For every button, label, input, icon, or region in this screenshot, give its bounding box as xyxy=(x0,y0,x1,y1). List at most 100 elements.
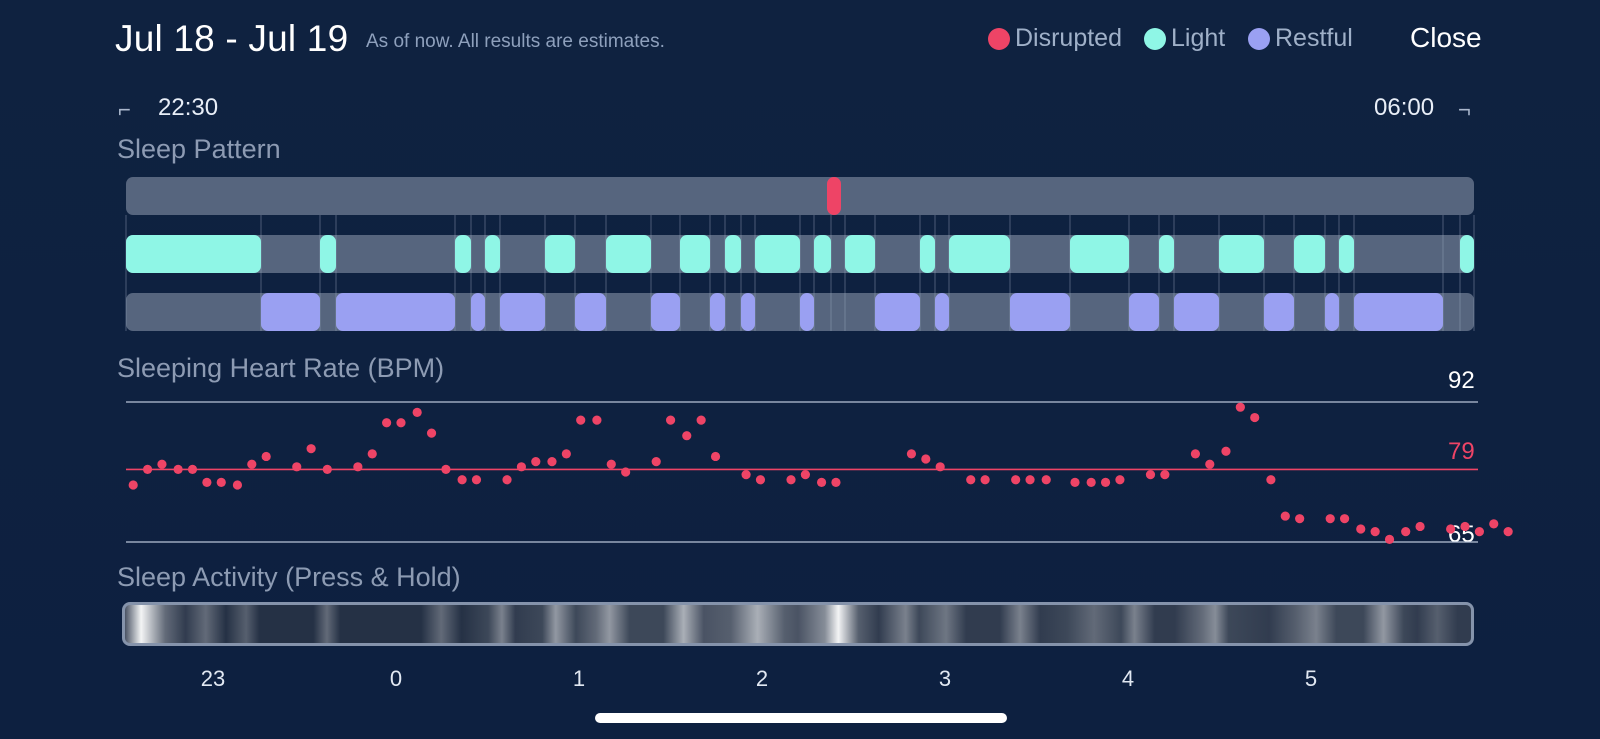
restful-segment xyxy=(650,293,680,331)
heart-rate-point xyxy=(1325,514,1335,524)
heart-rate-point xyxy=(516,462,527,472)
heart-rate-point xyxy=(502,475,512,485)
sleep-activity-bar[interactable] xyxy=(122,602,1474,646)
restful-segment xyxy=(934,293,950,331)
heart-rate-point xyxy=(353,462,363,472)
light-segment xyxy=(679,235,711,273)
heart-rate-point xyxy=(935,462,945,472)
home-indicator[interactable] xyxy=(595,713,1007,723)
heart-rate-point xyxy=(157,459,167,469)
heart-rate-point xyxy=(831,477,841,487)
light-segment xyxy=(454,235,472,273)
heart-rate-point xyxy=(1041,475,1051,485)
heart-rate-point xyxy=(1221,446,1231,456)
light-segment xyxy=(544,235,576,273)
restful-segment xyxy=(1010,293,1070,331)
restful-dot-icon xyxy=(1248,27,1270,50)
heart-rate-point xyxy=(412,407,422,417)
light-segment xyxy=(1459,235,1474,273)
heart-rate-point xyxy=(1160,469,1170,480)
legend-label: Restful xyxy=(1275,24,1353,52)
light-segment xyxy=(1339,235,1354,273)
heart-rate-point xyxy=(367,449,377,459)
legend-label: Disrupted xyxy=(1015,24,1122,52)
heart-rate-title: Sleeping Heart Rate (BPM) xyxy=(117,353,445,383)
heart-rate-point xyxy=(1356,524,1366,534)
light-segment xyxy=(949,235,1011,273)
light-segment xyxy=(814,235,831,273)
heart-rate-point xyxy=(1235,402,1245,412)
heart-rate-point xyxy=(786,475,796,485)
heart-rate-point xyxy=(1503,527,1513,537)
heart-rate-point xyxy=(665,415,676,425)
heart-rate-point xyxy=(1266,475,1276,485)
heart-rate-point xyxy=(1401,527,1411,537)
activity-title: Sleep Activity (Press & Hold) xyxy=(117,562,461,592)
heart-rate-point xyxy=(1205,459,1215,469)
heart-avg-value: 79 xyxy=(1448,438,1475,465)
heart-rate-point xyxy=(800,469,810,480)
restful-segment xyxy=(1324,293,1340,331)
heart-rate-point xyxy=(966,475,976,485)
heart-rate-point xyxy=(1280,511,1290,521)
heart-rate-point xyxy=(426,428,437,438)
light-segment xyxy=(755,235,800,273)
heart-rate-point xyxy=(606,459,616,469)
heart-rate-point xyxy=(921,454,931,464)
restful-segment xyxy=(800,293,815,331)
heart-rate-point xyxy=(696,415,706,425)
heart-rate-point xyxy=(1086,477,1096,487)
end-bracket-icon: ¬ xyxy=(1458,97,1471,122)
restful-segment xyxy=(740,293,756,331)
heart-rate-point xyxy=(531,457,541,467)
heart-rate-point xyxy=(1115,475,1125,485)
heart-rate-point xyxy=(187,464,198,475)
heart-rate-point xyxy=(816,477,827,487)
heart-rate-point xyxy=(1339,514,1350,524)
heart-rate-point xyxy=(1250,412,1260,423)
light-segment xyxy=(1294,235,1325,273)
heart-rate-point xyxy=(232,480,243,490)
restful-segment xyxy=(499,293,545,331)
restful-segment xyxy=(875,293,921,331)
axis-tick: 4 xyxy=(1121,666,1135,691)
legend-label: Light xyxy=(1171,24,1226,52)
heart-rate-point xyxy=(128,480,138,490)
axis-tick: 0 xyxy=(389,666,403,691)
heart-rate-point xyxy=(906,449,917,459)
heart-rate-point xyxy=(1145,469,1156,480)
heart-rate-point xyxy=(1190,449,1201,459)
restful-segment xyxy=(260,293,321,331)
heart-rate-point xyxy=(651,457,661,467)
heart-rate-point xyxy=(576,415,586,425)
light-dot-icon xyxy=(1144,27,1166,50)
light-segment xyxy=(126,235,261,273)
axis-tick: 1 xyxy=(572,666,586,691)
page-title: Jul 18 - Jul 19 xyxy=(115,18,349,59)
start-time: 22:30 xyxy=(158,94,219,121)
heart-rate-point xyxy=(1446,524,1456,534)
heart-rate-point xyxy=(1384,534,1395,545)
heart-rate-point xyxy=(1100,477,1111,487)
heart-rate-point xyxy=(292,462,302,472)
heart-rate-point xyxy=(1415,521,1425,532)
heart-rate-point xyxy=(173,464,183,475)
restful-segment xyxy=(575,293,606,331)
sleep-pattern-title: Sleep Pattern xyxy=(117,134,281,164)
heart-max-value: 92 xyxy=(1448,367,1475,394)
light-segment xyxy=(1159,235,1174,273)
light-segment xyxy=(920,235,935,273)
heart-rate-point xyxy=(396,418,406,428)
legend-restful: Restful xyxy=(1248,24,1353,53)
close-button[interactable]: Close xyxy=(1410,22,1482,53)
restful-segment xyxy=(1263,293,1295,331)
light-segment xyxy=(1218,235,1264,273)
heart-rate-chart[interactable] xyxy=(0,380,1600,560)
heart-rate-point xyxy=(980,475,990,485)
axis-tick: 2 xyxy=(755,666,769,691)
sleep-pattern-chart[interactable] xyxy=(0,0,1600,340)
disrupted-track xyxy=(126,177,1474,215)
heart-rate-point xyxy=(561,449,571,459)
estimate-note: As of now. All results are estimates. xyxy=(366,31,665,52)
light-segment xyxy=(605,235,651,273)
